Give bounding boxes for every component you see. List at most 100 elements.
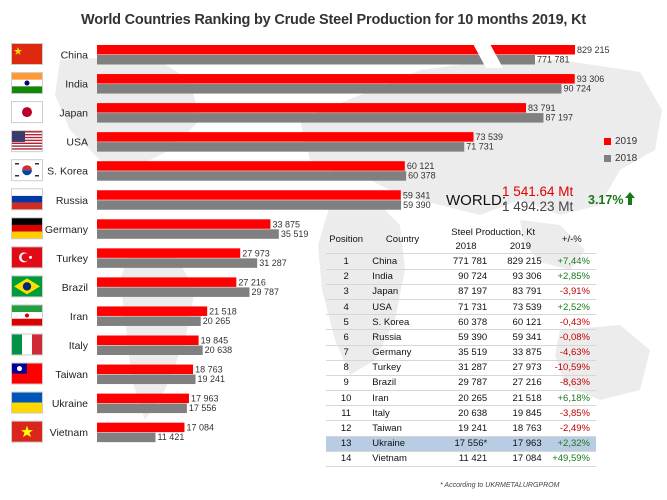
cell-2018: 35 519 [438,345,494,361]
cell-2019: 17 084 [493,451,548,468]
header-2019: 2019 [493,239,548,255]
cell-2019: 18 763 [493,420,548,437]
value-label-2019: 83 791 [528,103,556,113]
cell-change: +2,85% [547,269,596,285]
south-korea-flag-icon [11,159,43,182]
value-label-2018: 17 556 [189,403,217,413]
cell-2019: 59 341 [493,329,548,346]
cell-2018: 11 421 [438,451,494,468]
cell-country: Germany [366,345,439,361]
bar-2018-ukraine [97,403,187,414]
value-label-2018: 35 519 [281,229,309,239]
cell-position: 5 [326,314,367,331]
value-label-2018: 11 421 [157,432,184,442]
italy-flag-icon [11,333,43,356]
cell-change: +2,32% [547,436,596,452]
legend: 2019 2018 [604,136,637,170]
cell-country: USA [366,299,439,316]
header-change: +/-% [547,225,596,255]
value-label-2019: 17 963 [191,394,219,404]
category-label: India [65,79,88,91]
header-2018: 2018 [438,239,494,255]
germany-flag-icon [11,217,43,240]
cell-country: Japan [366,284,439,300]
cell-position: 3 [326,284,367,300]
category-label: Ukraine [52,398,88,410]
cell-position: 4 [326,299,367,316]
header-country: Country [366,225,439,255]
value-label-2018: 20 265 [203,316,231,326]
bar-2018-russia [97,200,402,210]
legend-label-2018: 2018 [615,153,638,164]
bar-2019-italy [97,335,199,345]
cell-2019: 93 306 [493,269,548,285]
table-row: 8 Turkey 31 287 27 973 -10,59% [326,360,596,376]
cell-change: +7,44% [547,253,596,270]
source-note: * According to UKRMETALURGPROM [440,482,560,489]
cell-position: 12 [326,420,367,437]
world-change: 3.17% [588,192,636,207]
bar-2019-turkey [97,248,241,258]
cell-2018: 71 731 [438,299,494,316]
category-label: Italy [69,340,89,352]
value-label-2018: 29 787 [252,287,280,297]
value-label-2019: 93 306 [577,74,605,84]
cell-change: -3,91% [547,284,596,300]
table-row: 11 Italy 20 638 19 845 -3,85% [326,405,596,422]
table-row: 10 Iran 20 265 21 518 +6,18% [326,390,596,407]
table-header-row: Position Country Steel Production, Kt +/… [326,225,596,255]
table-row: 6 Russia 59 390 59 341 -0,08% [326,329,596,346]
category-label: China [61,50,89,62]
bar-2019-iran [97,306,208,316]
category-label: Taiwan [55,369,88,381]
india-flag-icon [11,72,43,95]
cell-country: Brazil [366,375,439,392]
bar-2018-iran [97,316,201,326]
cell-change: +49,59% [547,451,596,468]
ranking-table: Position Country Steel Production, Kt +/… [326,225,596,468]
cell-2018: 60 378 [438,314,494,331]
legend-label-2019: 2019 [615,136,638,147]
cell-position: 11 [326,405,367,422]
category-label: USA [66,137,88,149]
table-row: 4 USA 71 731 73 539 +2,52% [326,299,596,316]
value-label-2019: 27 973 [242,248,270,258]
bar-2019-ukraine [97,393,189,404]
cell-2018: 31 287 [438,360,494,376]
cell-position: 14 [326,451,367,468]
world-value-2018: 1 494.23 Mt [502,199,574,214]
cell-country: Iran [366,390,439,407]
value-label-2019: 33 875 [272,219,300,229]
table-row: 1 China 771 781 829 215 +7,44% [326,253,596,270]
category-label: Vietnam [50,427,89,439]
cell-2019: 33 875 [493,345,548,361]
cell-2018: 20 638 [438,405,494,422]
cell-2019: 83 791 [493,284,548,300]
bar-2018-germany [97,229,279,239]
cell-position: 2 [326,269,367,285]
bar-2019-brazil [97,277,237,287]
cell-country: China [366,253,439,270]
cell-2018: 59 390 [438,329,494,346]
axis-break-mark [472,42,503,68]
cell-2019: 27 973 [493,360,548,376]
world-label: WORLD: [446,192,506,209]
cell-2018: 20 265 [438,390,494,407]
category-label: S. Korea [47,166,88,178]
value-label-2018: 31 287 [259,258,287,268]
category-label: Russia [56,195,88,207]
value-label-2018: 87 197 [545,113,573,123]
russia-flag-icon [11,188,43,211]
japan-flag-icon [11,101,43,124]
value-label-2019: 829 215 [577,45,610,55]
cell-country: S. Korea [366,314,439,331]
header-position: Position [326,225,367,255]
cell-2018: 90 724 [438,269,494,285]
cell-2019: 21 518 [493,390,548,407]
header-production: Steel Production, Kt [451,226,536,238]
cell-position: 6 [326,329,367,346]
cell-country: Turkey [366,360,439,376]
value-label-2019: 18 763 [195,365,223,375]
bar-2018-usa [97,142,465,152]
cell-2019: 17 963 [493,436,548,452]
